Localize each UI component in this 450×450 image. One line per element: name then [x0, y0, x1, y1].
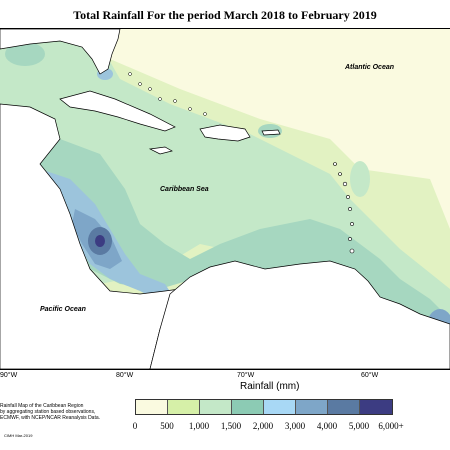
land-cuba: [59, 90, 176, 132]
legend-swatch-1: [168, 400, 200, 414]
rainfall-spot-florida: [5, 42, 45, 66]
rainfall-band-1500-2000: [20, 139, 450, 359]
label-pacific-ocean: Pacific Ocean: [40, 306, 86, 313]
legend-swatch-0: [136, 400, 168, 414]
legend-tick-label: 5,000: [348, 421, 370, 431]
land-florida: [0, 29, 121, 75]
legend-tick-label: 1,500: [220, 421, 242, 431]
legend-tick-label: 500: [160, 421, 174, 431]
land-jamaica: [148, 146, 173, 155]
longitude-label-70w: 70°W: [237, 372, 255, 379]
map-credits: Rainfall Map of the Caribbean Region by …: [0, 403, 110, 421]
legend-tick-label: 3,000: [284, 421, 306, 431]
legend-tick-label: 2,000: [252, 421, 274, 431]
land-lesser-antilles: [333, 162, 355, 254]
legend-swatch-6: [328, 400, 360, 414]
longitude-label-90w: 90°W: [0, 372, 18, 379]
rainfall-band-5000-6000: [95, 235, 105, 247]
rainfall-map-canvas: [0, 29, 450, 369]
legend-swatch-7: [360, 400, 392, 414]
legend-tick-label: 6,000+: [378, 421, 404, 431]
legend-swatch-5: [296, 400, 328, 414]
longitude-label-60w: 60°W: [361, 372, 379, 379]
legend-title: Rainfall (mm): [240, 381, 300, 392]
land-south-america: [149, 260, 450, 369]
legend-tick-label: 4,000: [316, 421, 338, 431]
credits-line-2: by aggregating station based observation…: [0, 409, 96, 415]
credits-line-3: ECMWF, with NCEP/NCAR Reanalysis Data.: [0, 415, 101, 421]
land-hispaniola: [199, 124, 251, 142]
legend-tick-label: 0: [132, 421, 138, 431]
legend-swatch-2: [200, 400, 232, 414]
legend-tick-label: 1,000: [188, 421, 210, 431]
legend-color-bar: [135, 399, 393, 415]
credits-line-1: Rainfall Map of the Caribbean Region: [0, 403, 84, 409]
land-puerto-rico: [261, 129, 281, 136]
longitude-label-80w: 80°W: [116, 372, 134, 379]
land-bahamas: [128, 72, 207, 116]
label-caribbean-sea: Caribbean Sea: [160, 186, 209, 193]
rainfall-spot-lesser-antilles: [350, 161, 370, 197]
credits-stamp: CIMH Mar-2019: [4, 433, 33, 438]
rainfall-map: Atlantic Ocean Caribbean Sea Pacific Oce…: [0, 28, 450, 370]
legend-swatch-4: [264, 400, 296, 414]
legend-swatch-3: [232, 400, 264, 414]
label-atlantic-ocean: Atlantic Ocean: [345, 64, 395, 71]
map-title: Total Rainfall For the period March 2018…: [73, 8, 377, 22]
